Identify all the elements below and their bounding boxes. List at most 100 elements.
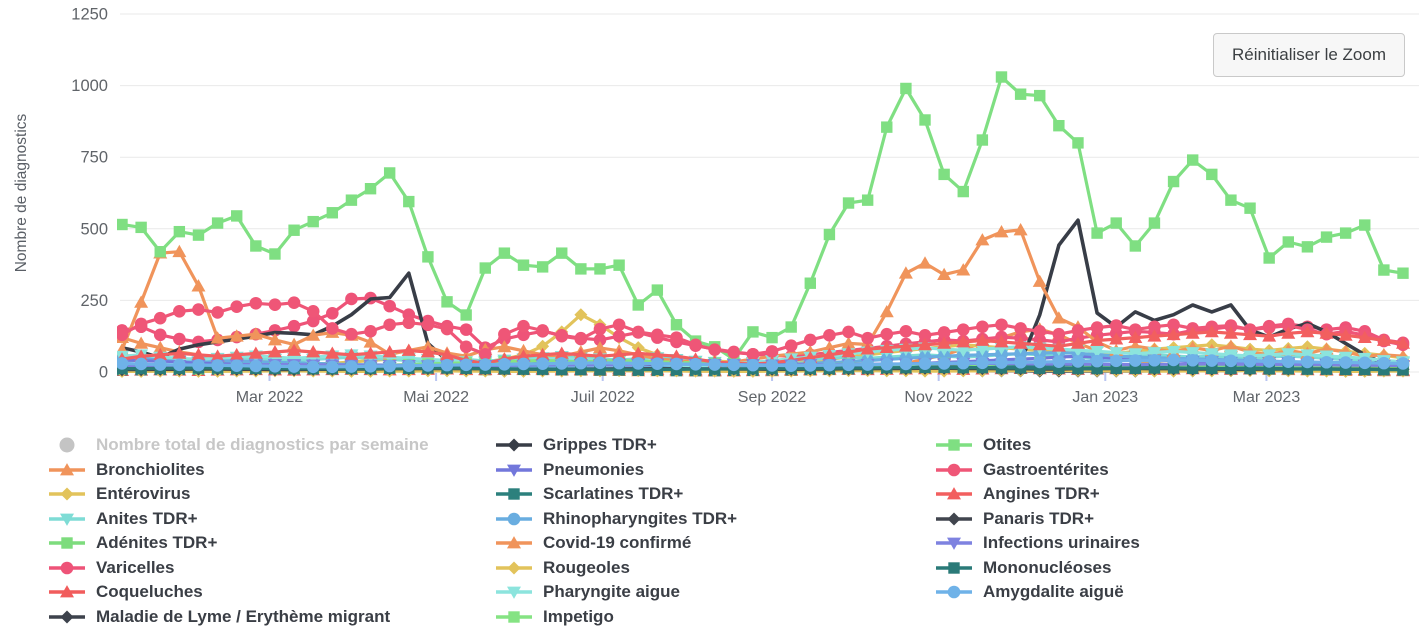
legend-item-adenites-tdr[interactable]: Adénites TDR+ bbox=[48, 531, 429, 556]
point-marker bbox=[574, 356, 588, 370]
point-marker bbox=[1397, 267, 1409, 279]
square-icon bbox=[49, 537, 85, 549]
point-marker bbox=[708, 343, 722, 356]
square-icon bbox=[496, 488, 532, 500]
legend-item-amygdalite-aigue[interactable]: Amygdalite aiguë bbox=[935, 580, 1140, 605]
point-marker bbox=[1034, 362, 1046, 374]
point-marker bbox=[1032, 337, 1047, 351]
triangle-down-icon bbox=[496, 586, 532, 600]
point-marker bbox=[479, 262, 491, 274]
point-marker bbox=[1147, 347, 1162, 360]
point-marker bbox=[918, 337, 933, 351]
legend-item-pharyngite-aigue[interactable]: Pharyngite aigue bbox=[495, 580, 737, 605]
point-marker bbox=[173, 332, 186, 346]
point-marker bbox=[1357, 330, 1372, 344]
point-marker bbox=[804, 277, 816, 289]
point-marker bbox=[287, 296, 301, 309]
point-marker bbox=[421, 318, 435, 332]
legend-item-bronchiolites[interactable]: Bronchiolites bbox=[48, 458, 429, 483]
disabled-series-icon bbox=[59, 437, 75, 453]
legend-item-panaris-tdr[interactable]: Panaris TDR+ bbox=[935, 507, 1140, 532]
y-tick-label: 750 bbox=[80, 149, 108, 167]
point-marker bbox=[1129, 354, 1142, 367]
legend-item-rhinopharyngites-tdr[interactable]: Rhinopharyngites TDR+ bbox=[495, 507, 737, 532]
legend-item-pneumonies[interactable]: Pneumonies bbox=[495, 458, 737, 483]
point-marker bbox=[881, 121, 893, 133]
point-marker bbox=[612, 318, 626, 332]
legend-item-label: Anites TDR+ bbox=[96, 508, 198, 528]
legend-item-infections-urinaires[interactable]: Infections urinaires bbox=[935, 531, 1140, 556]
point-marker bbox=[1090, 354, 1104, 368]
point-marker bbox=[1186, 154, 1199, 166]
legend-item-coqueluches[interactable]: Coqueluches bbox=[48, 580, 429, 605]
diamond-icon bbox=[49, 610, 85, 624]
point-marker bbox=[117, 328, 129, 342]
point-marker bbox=[957, 185, 969, 198]
point-marker bbox=[325, 346, 340, 359]
y-tick-label: 0 bbox=[99, 364, 108, 382]
legend-item-anites-tdr[interactable]: Anites TDR+ bbox=[48, 507, 429, 532]
point-marker bbox=[306, 304, 320, 318]
point-marker bbox=[1225, 194, 1237, 206]
y-tick-label: 250 bbox=[80, 292, 108, 310]
point-marker bbox=[593, 322, 607, 336]
point-marker bbox=[975, 333, 990, 346]
point-marker bbox=[631, 325, 645, 339]
legend-item-label: Varicelles bbox=[96, 557, 175, 577]
legend-item-otites[interactable]: Otites bbox=[935, 433, 1140, 458]
point-marker bbox=[422, 251, 434, 263]
legend-item-nombre-total-de-diagnostics-par-semaine[interactable]: Nombre total de diagnostics par semaine bbox=[48, 433, 429, 458]
reset-zoom-button[interactable]: Réinitialiser le Zoom bbox=[1213, 33, 1405, 77]
triangle-up-icon bbox=[936, 487, 972, 500]
x-tick-label: Jan 2023 bbox=[1072, 389, 1138, 406]
x-tick-label: Nov 2022 bbox=[904, 389, 973, 406]
legend-marker-shape bbox=[948, 439, 960, 451]
legend-item-enterovirus[interactable]: Entérovirus bbox=[48, 482, 429, 507]
point-marker bbox=[287, 360, 301, 373]
point-marker bbox=[1109, 319, 1123, 332]
point-marker bbox=[1167, 362, 1180, 374]
legend-item-mononucleoses[interactable]: Mononucléoses bbox=[935, 556, 1140, 581]
line-chart[interactable]: 0 250 500 750 1000 1250 Mar 2022 Mai 2022 Juil 2… bbox=[0, 0, 1421, 420]
point-marker bbox=[382, 345, 397, 358]
point-marker bbox=[1071, 324, 1085, 337]
point-marker bbox=[326, 306, 339, 320]
point-marker bbox=[498, 357, 511, 371]
legend-marker-shape bbox=[60, 462, 74, 476]
legend-item-varicelles[interactable]: Varicelles bbox=[48, 556, 429, 581]
point-marker bbox=[592, 341, 607, 354]
point-marker bbox=[1072, 137, 1084, 149]
point-marker bbox=[1014, 88, 1027, 100]
legend-item-maladie-de-lyme-erytheme-migrant[interactable]: Maladie de Lyme / Erythème migrant bbox=[48, 605, 429, 630]
point-marker bbox=[134, 349, 149, 362]
square-icon bbox=[496, 611, 532, 623]
point-marker bbox=[594, 364, 606, 376]
point-marker bbox=[918, 256, 933, 269]
point-marker bbox=[345, 292, 358, 306]
point-marker bbox=[937, 336, 952, 349]
legend-item-angines-tdr[interactable]: Angines TDR+ bbox=[935, 482, 1140, 507]
circle-icon bbox=[496, 512, 532, 526]
legend: Nombre total de diagnostics par semaine B… bbox=[0, 433, 1421, 631]
legend-item-label: Bronchiolites bbox=[96, 459, 205, 479]
legend-item-scarlatines-tdr[interactable]: Scarlatines TDR+ bbox=[495, 482, 737, 507]
legend-item-label: Coqueluches bbox=[96, 582, 203, 602]
legend-item-gastroenterites[interactable]: Gastroentérites bbox=[935, 458, 1140, 483]
legend-item-grippes-tdr[interactable]: Grippes TDR+ bbox=[495, 433, 737, 458]
point-marker bbox=[172, 346, 187, 359]
point-marker bbox=[307, 215, 319, 228]
point-marker bbox=[191, 279, 206, 292]
point-marker bbox=[210, 331, 225, 344]
point-marker bbox=[172, 244, 187, 258]
legend-item-rougeoles[interactable]: Rougeoles bbox=[495, 556, 737, 581]
legend-item-impetigo[interactable]: Impetigo bbox=[495, 605, 737, 630]
legend-marker-shape bbox=[947, 512, 961, 526]
legend-item-covid-19-confirme[interactable]: Covid-19 confirmé bbox=[495, 531, 737, 556]
point-marker bbox=[1206, 362, 1218, 374]
legend-item-label: Angines TDR+ bbox=[983, 484, 1100, 504]
point-marker bbox=[402, 316, 416, 330]
plot-area bbox=[117, 71, 1410, 378]
point-marker bbox=[708, 358, 722, 371]
point-marker bbox=[784, 359, 798, 372]
point-marker bbox=[1301, 241, 1314, 253]
